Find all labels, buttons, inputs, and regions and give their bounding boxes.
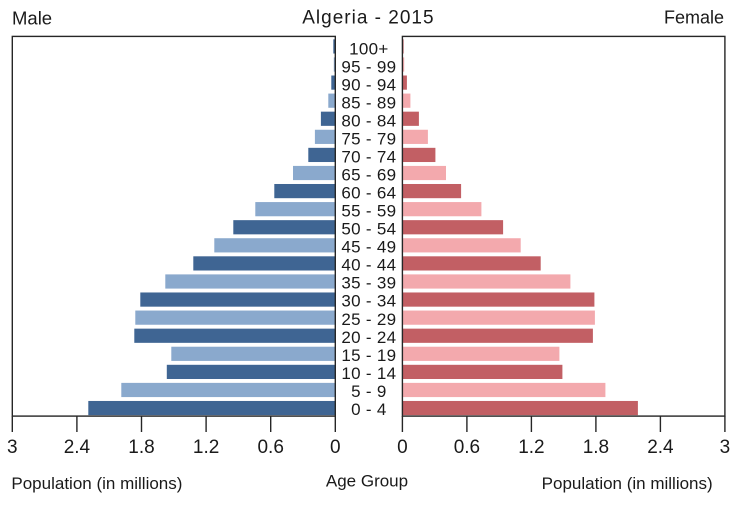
svg-text:100+: 100+ (349, 40, 389, 59)
svg-text:Algeria - 2015: Algeria - 2015 (302, 8, 434, 29)
svg-text:Male: Male (12, 8, 52, 29)
svg-text:0: 0 (330, 437, 341, 458)
svg-text:0.6: 0.6 (257, 437, 283, 458)
svg-text:65 - 69: 65 - 69 (341, 166, 396, 185)
svg-text:75 - 79: 75 - 79 (341, 130, 396, 149)
svg-text:1.8: 1.8 (128, 437, 154, 458)
svg-text:90 - 94: 90 - 94 (341, 76, 396, 95)
svg-text:60 - 64: 60 - 64 (341, 184, 396, 203)
svg-text:1.2: 1.2 (518, 437, 544, 458)
svg-text:Population (in millions): Population (in millions) (11, 474, 182, 493)
svg-text:10 - 14: 10 - 14 (341, 364, 396, 383)
svg-text:0: 0 (397, 437, 408, 458)
svg-text:25 - 29: 25 - 29 (341, 310, 396, 329)
svg-text:3: 3 (7, 437, 18, 458)
svg-text:20 - 24: 20 - 24 (341, 328, 396, 347)
svg-text:70 - 74: 70 - 74 (341, 148, 396, 167)
svg-text:50 - 54: 50 - 54 (341, 220, 396, 239)
svg-text:15 - 19: 15 - 19 (341, 346, 396, 365)
svg-text:1.2: 1.2 (193, 437, 219, 458)
svg-text:3: 3 (720, 437, 731, 458)
svg-text:Age Group: Age Group (326, 472, 408, 491)
svg-text:45 - 49: 45 - 49 (341, 238, 396, 257)
svg-text:1.8: 1.8 (583, 437, 609, 458)
svg-text:5 - 9: 5 - 9 (351, 382, 387, 401)
svg-text:80 - 84: 80 - 84 (341, 112, 396, 131)
svg-text:40 - 44: 40 - 44 (341, 256, 396, 275)
svg-text:0.6: 0.6 (454, 437, 480, 458)
svg-text:2.4: 2.4 (64, 437, 91, 458)
svg-text:30 - 34: 30 - 34 (341, 292, 396, 311)
svg-text:2.4: 2.4 (647, 437, 674, 458)
svg-text:95 - 99: 95 - 99 (341, 58, 396, 77)
svg-text:35 - 39: 35 - 39 (341, 274, 396, 293)
svg-text:Female: Female (664, 8, 724, 28)
svg-text:Population (in millions): Population (in millions) (542, 474, 713, 493)
svg-text:0 - 4: 0 - 4 (351, 400, 387, 419)
svg-text:55 - 59: 55 - 59 (341, 202, 396, 221)
svg-text:85 - 89: 85 - 89 (341, 94, 396, 113)
